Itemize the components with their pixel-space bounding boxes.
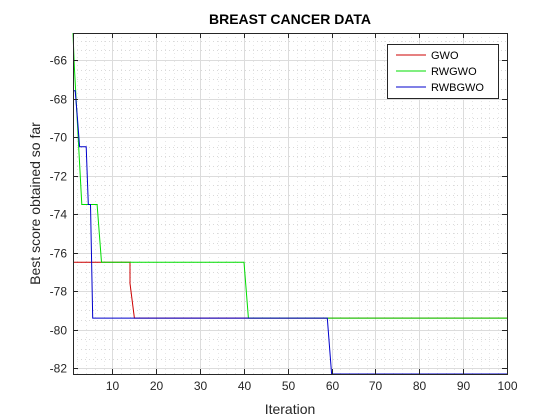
- y-tick-label: -76: [50, 247, 68, 261]
- y-tick-label: -74: [50, 208, 68, 222]
- y-tick-label: -66: [50, 54, 68, 68]
- x-tick-label: 10: [106, 379, 120, 393]
- x-tick-label: 50: [282, 379, 296, 393]
- y-tick-label: -80: [50, 324, 68, 338]
- x-tick-label: 40: [238, 379, 252, 393]
- y-tick-label: -68: [50, 93, 68, 107]
- chart-title: BREAST CANCER DATA: [209, 11, 371, 27]
- x-tick-label: 60: [326, 379, 340, 393]
- legend-label-rwbgwo: RWBGWO: [431, 82, 484, 94]
- x-tick-label: 80: [413, 379, 427, 393]
- x-axis-label: Iteration: [265, 401, 316, 417]
- legend: GWO RWGWO RWBGWO: [388, 45, 499, 99]
- legend-label-gwo: GWO: [431, 50, 459, 62]
- x-tick-label: 30: [194, 379, 208, 393]
- y-axis-label: Best score obtained so far: [27, 122, 43, 285]
- x-tick-label: 90: [457, 379, 471, 393]
- x-tick-label: 70: [369, 379, 383, 393]
- x-tick-label: 100: [497, 379, 517, 393]
- x-tick-label: 20: [150, 379, 164, 393]
- y-tick-label: -78: [50, 285, 68, 299]
- y-tick-label: -70: [50, 131, 68, 145]
- y-tick-label: -82: [50, 362, 68, 376]
- y-tick-label: -72: [50, 170, 68, 184]
- legend-label-rwgwo: RWGWO: [431, 66, 477, 78]
